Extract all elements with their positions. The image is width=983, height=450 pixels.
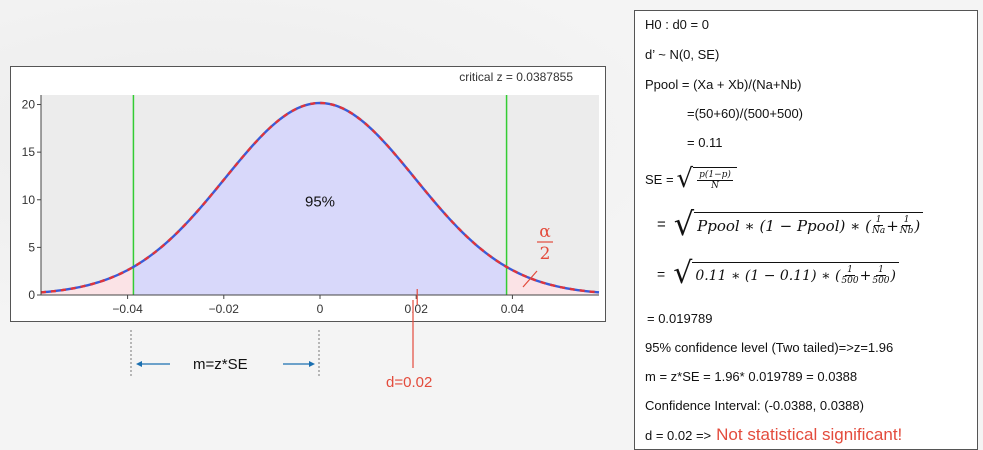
ppool-value-line: = 0.11 (687, 135, 723, 150)
se-sqrt-formula: √ p(1−p) N (677, 166, 737, 192)
y-tick-label: 15 (22, 145, 36, 159)
chart-title: critical z = 0.0387855 (459, 70, 573, 84)
y-tick-label: 20 (22, 98, 36, 112)
margin-arrowhead-right (309, 361, 315, 367)
x-tick-label: −0.02 (209, 302, 240, 316)
alpha-pointer (522, 270, 538, 288)
se-expanded-formula: √ Ppool ∗ (1 − Ppool) ∗ (1 Na +1 Nb) (674, 208, 924, 240)
distribution-line: d’ ~ N(0, SE) (645, 47, 720, 62)
se-formula-line: SE = √ p(1−p) N (645, 166, 737, 192)
alpha-numerator: α (539, 222, 551, 242)
h0-line: H0 : d0 = 0 (645, 17, 709, 32)
left-tail-area (41, 266, 134, 295)
density-curve-red-dashed (40, 101, 600, 294)
x-tick-label: 0.02 (405, 302, 429, 316)
annotation-overlay (130, 300, 414, 378)
right-tail-area (506, 266, 599, 295)
chart-frame: −0.04 −0.02 0 0.02 0.04 0 5 10 15 20 critical z = … (10, 66, 606, 322)
normal-distribution-chart: −0.04 −0.02 0 0.02 0.04 0 5 10 15 20 critical z = … (22, 70, 600, 316)
se-expanded-line: = √ Ppool ∗ (1 − Ppool) ∗ (1 Na +1 Nb) (657, 208, 924, 240)
se-eq3: = (657, 266, 666, 282)
conclusion-line: d = 0.02 => Not statistical significant! (645, 425, 902, 445)
confidence-interval-line: Confidence Interval: (-0.0388, 0.0388) (645, 398, 864, 413)
x-tick-label: −0.04 (112, 302, 143, 316)
margin-calc-line: m = z*SE = 1.96* 0.019789 = 0.0388 (645, 369, 858, 384)
confidence-level-line: 95% confidence level (Two tailed)=>z=1.9… (645, 340, 894, 355)
se-eq2: = (657, 215, 666, 233)
ppool-calc-line: =(50+60)/(500+500) (687, 106, 804, 121)
margin-label: m=z*SE (193, 356, 248, 373)
se-label: SE = (645, 171, 674, 187)
alpha-denominator: 2 (540, 244, 551, 264)
y-tick-label: 0 (28, 288, 35, 302)
x-tick-label: 0.04 (501, 302, 525, 316)
se-numeric-line: = √ 0.11 ∗ (1 − 0.11) ∗ (1 500 +1 500) (657, 259, 899, 289)
confidence-area (133, 103, 507, 295)
ppool-line: Ppool = (Xa + Xb)/(Na+Nb) (645, 77, 802, 92)
margin-arrowhead-left (136, 361, 142, 367)
conclusion-prefix: d = 0.02 => (645, 428, 712, 443)
se-numeric-formula: √ 0.11 ∗ (1 − 0.11) ∗ (1 500 +1 500) (673, 259, 899, 289)
se-value-line: = 0.019789 (647, 311, 713, 326)
center-label: 95% (305, 193, 335, 210)
formula-panel: H0 : d0 = 0 d’ ~ N(0, SE) Ppool = (Xa + … (634, 10, 978, 450)
y-tick-label: 10 (22, 193, 36, 207)
conclusion-text: Not statistical significant! (716, 425, 903, 444)
d-label: d=0.02 (386, 374, 433, 391)
y-tick-label: 5 (28, 240, 35, 254)
x-tick-label: 0 (317, 302, 324, 316)
